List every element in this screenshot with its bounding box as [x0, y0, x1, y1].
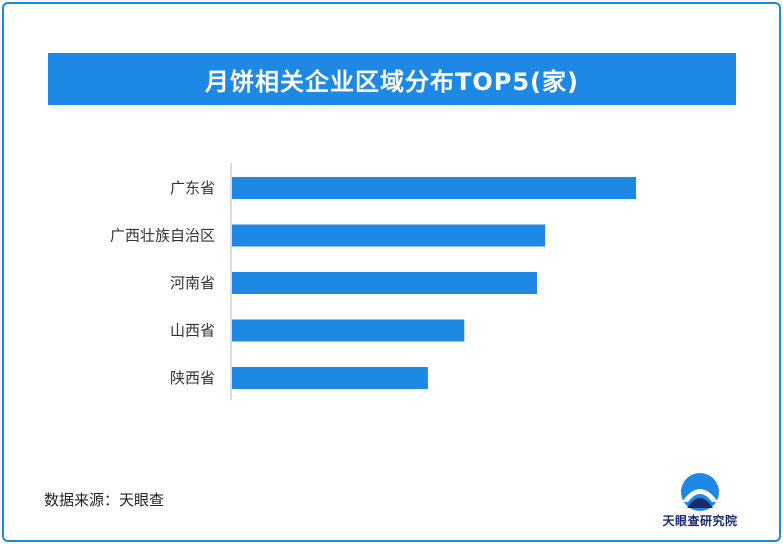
bar-1	[232, 177, 636, 199]
tianyancha-logo: 天眼查研究院	[660, 468, 740, 532]
bar-4	[232, 319, 465, 342]
bar-group	[232, 177, 636, 389]
category-label-1: 广东省	[170, 179, 215, 197]
logo-name: 天眼查研究院	[662, 514, 738, 528]
category-label-2: 广西壮族自治区	[110, 227, 215, 245]
bar-5	[232, 367, 428, 389]
data-source-note: 数据来源：天眼查	[44, 491, 165, 509]
bar-3	[232, 272, 538, 294]
category-label-4: 山西省	[170, 322, 215, 340]
bar-2	[232, 224, 546, 247]
category-label-3: 河南省	[170, 274, 215, 292]
chart-title: 月饼相关企业区域分布TOP5(家)	[48, 53, 736, 105]
category-label-5: 陕西省	[170, 369, 215, 387]
eye-arc-logo-icon	[681, 473, 719, 511]
